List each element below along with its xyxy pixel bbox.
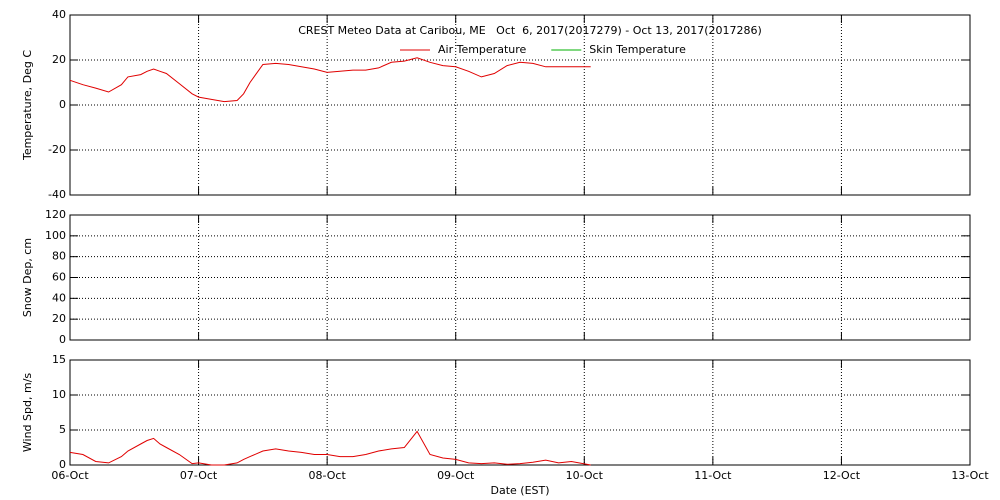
y-tick-label: 40 [52,291,66,304]
y-axis-label: Temperature, Deg C [21,50,34,161]
y-tick-label: 20 [52,312,66,325]
plot-frame [69,214,971,341]
y-tick-label: 0 [59,333,66,346]
x-tick-label: 07-Oct [180,469,218,482]
data-line [69,430,591,466]
y-tick-label: 20 [52,53,66,66]
y-tick-label: 80 [52,250,66,263]
y-axis-label: Wind Spd, m/s [21,373,34,453]
x-tick-label: 09-Oct [437,469,475,482]
y-tick-label: 0 [59,458,66,471]
y-tick-label: -40 [48,188,66,201]
y-tick-label: 15 [52,353,66,366]
y-tick-label: 120 [45,208,66,221]
x-tick-label: 10-Oct [566,469,604,482]
legend-label: Air Temperature [438,43,527,56]
x-tick-label: 13-Oct [951,469,989,482]
y-tick-label: -20 [48,143,66,156]
legend-label: Skin Temperature [589,43,686,56]
y-tick-label: 40 [52,8,66,21]
y-tick-label: 10 [52,388,66,401]
y-tick-label: 5 [59,423,66,436]
y-tick-label: 0 [59,98,66,111]
plot-frame [69,14,971,196]
chart-title: CREST Meteo Data at Caribou, ME Oct 6, 2… [298,24,762,37]
plot-frame [69,359,971,466]
data-line [69,57,591,103]
x-axis-label: Date (EST) [490,484,549,497]
x-tick-label: 12-Oct [823,469,861,482]
x-tick-label: 11-Oct [694,469,732,482]
y-tick-label: 60 [52,271,66,284]
y-axis-label: Snow Dep, cm [21,238,34,317]
y-tick-label: 100 [45,229,66,242]
x-tick-label: 06-Oct [51,469,89,482]
x-tick-label: 08-Oct [308,469,346,482]
